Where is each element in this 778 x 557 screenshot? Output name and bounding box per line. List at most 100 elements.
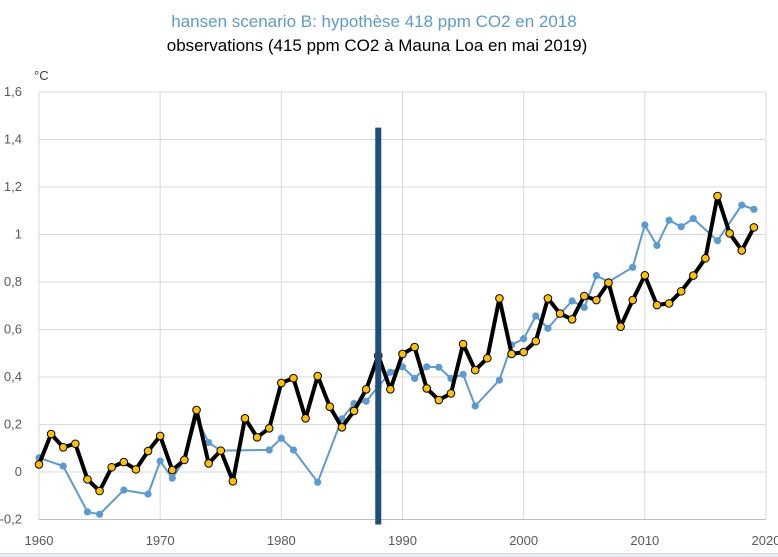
hansen-point xyxy=(653,241,661,250)
hansen-point xyxy=(386,368,394,376)
x-tick-label: 1970 xyxy=(146,533,175,548)
observation-point xyxy=(483,353,492,363)
hansen-point xyxy=(580,303,588,312)
observation-point xyxy=(579,291,589,301)
observation-point xyxy=(155,431,165,441)
y-tick-label: 1,6 xyxy=(4,84,22,99)
chart-title-observations: observations (415 ppm CO2 à Mauna Loa en… xyxy=(166,36,588,55)
hansen-point xyxy=(689,214,697,223)
y-tick-label: 0,4 xyxy=(4,369,22,384)
observation-point xyxy=(58,443,68,452)
observation-point xyxy=(640,271,650,280)
x-tick-label: 2020 xyxy=(752,533,778,548)
hansen-point xyxy=(713,237,722,245)
observation-point xyxy=(216,446,226,455)
observation-point xyxy=(495,294,504,303)
x-tick-label: 1980 xyxy=(267,533,296,548)
observation-point xyxy=(167,465,177,475)
observation-point xyxy=(180,455,189,465)
observation-point xyxy=(676,286,686,296)
hansen-point xyxy=(205,438,213,447)
observation-point xyxy=(119,457,129,467)
observation-point xyxy=(628,295,638,305)
hansen-point xyxy=(95,510,104,518)
observation-point xyxy=(604,278,613,288)
observation-point xyxy=(422,384,432,393)
observation-point xyxy=(519,347,528,357)
hansen-point xyxy=(520,335,528,343)
y-tick-label: 1 xyxy=(15,227,22,242)
x-tick-label: 2000 xyxy=(509,533,538,548)
hansen-point xyxy=(544,324,552,332)
y-tick-label: 0,8 xyxy=(4,274,22,289)
observation-point xyxy=(652,300,662,310)
hansen-point xyxy=(738,201,746,209)
observation-point xyxy=(349,406,359,416)
series-observations xyxy=(34,191,759,496)
observation-point xyxy=(434,395,444,405)
hansen-point xyxy=(289,446,298,454)
observation-point xyxy=(458,339,468,349)
observation-point xyxy=(737,246,747,255)
observation-point xyxy=(361,385,371,394)
observation-point xyxy=(71,439,80,449)
observation-point xyxy=(95,486,104,496)
hansen-point xyxy=(423,363,431,371)
hansen-point xyxy=(568,297,576,305)
observation-point xyxy=(446,389,456,398)
y-tick-label: 1,2 xyxy=(4,179,22,194)
observation-point xyxy=(689,271,698,280)
y-axis-ticks: -0,2 0 0,2 0,4 0,6 0,8 1 1,2 1,4 1,6 xyxy=(0,84,22,527)
observation-point xyxy=(616,322,625,331)
hansen-point xyxy=(532,312,540,320)
observation-point xyxy=(204,459,213,468)
hansen-point xyxy=(471,402,479,410)
hansen-point xyxy=(592,271,600,280)
hansen-point xyxy=(156,457,164,465)
observations-line xyxy=(37,194,756,493)
observation-point xyxy=(543,294,553,303)
observation-point xyxy=(592,295,601,305)
observation-point xyxy=(83,475,92,484)
x-tick-label: 1990 xyxy=(388,533,417,548)
hansen-point xyxy=(144,490,152,498)
hansen-point xyxy=(277,434,285,442)
y-tick-label: -0,2 xyxy=(0,512,22,527)
hansen-point xyxy=(435,363,443,371)
hansen-point xyxy=(641,221,649,229)
observation-point xyxy=(507,349,516,359)
annotations xyxy=(375,127,382,525)
x-tick-label: 1960 xyxy=(25,533,54,548)
hansen-line xyxy=(38,204,755,516)
observation-point xyxy=(34,460,44,469)
observation-point xyxy=(192,405,201,415)
observation-point xyxy=(337,423,347,432)
series-hansen xyxy=(35,201,758,518)
observation-point xyxy=(398,349,407,359)
observation-point xyxy=(386,385,395,394)
observation-point xyxy=(701,253,710,263)
hansen-point xyxy=(629,263,637,271)
x-tick-label: 2010 xyxy=(630,533,659,548)
hansen-point xyxy=(314,478,322,486)
vertical-marker-1988 xyxy=(375,127,382,525)
hansen-point xyxy=(411,374,419,383)
hansen-point xyxy=(495,376,504,384)
observation-point xyxy=(301,414,310,423)
hansen-point xyxy=(665,216,673,224)
observation-point xyxy=(313,371,322,381)
observation-point xyxy=(555,309,565,318)
y-tick-label: 1,4 xyxy=(4,132,22,147)
y-axis-unit-label: °C xyxy=(34,68,49,83)
chart-title-hansen: hansen scenario B: hypothèse 418 ppm CO2… xyxy=(171,12,577,31)
hansen-point xyxy=(59,462,67,470)
y-tick-label: 0,2 xyxy=(4,417,22,432)
observation-point xyxy=(713,191,722,201)
observation-point xyxy=(228,476,238,486)
hansen-point xyxy=(750,205,758,213)
x-axis-ticks: 1960 1970 1980 1990 2000 2010 2020 xyxy=(25,533,778,548)
observation-point xyxy=(277,378,286,388)
observation-point xyxy=(289,373,298,383)
observation-point xyxy=(264,424,274,433)
observation-point xyxy=(749,223,759,232)
